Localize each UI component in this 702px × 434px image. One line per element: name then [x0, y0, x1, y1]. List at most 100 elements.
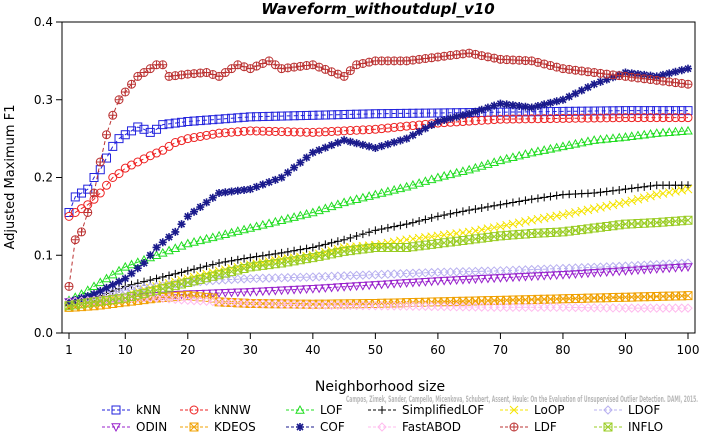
data-point: [684, 181, 692, 190]
data-point: [215, 259, 224, 268]
data-point: [177, 136, 187, 146]
legend-label: KDEOS: [214, 420, 256, 434]
data-point: [527, 103, 536, 112]
data-point: [239, 298, 249, 308]
data-point: [408, 278, 418, 288]
data-point: [158, 293, 168, 304]
data-point: [677, 106, 687, 116]
data-point: [289, 111, 299, 121]
data-point: [558, 302, 568, 313]
data-point: [670, 126, 681, 136]
data-point: [208, 296, 218, 307]
data-point: [233, 186, 242, 195]
legend-item: FastABOD: [368, 420, 461, 434]
data-point: [495, 114, 505, 124]
data-point: [520, 149, 531, 158]
data-point: [633, 130, 643, 140]
data-point: [670, 106, 680, 116]
data-point: [170, 243, 181, 252]
data-point: [201, 233, 212, 243]
data-point: [670, 303, 681, 313]
data-point: [345, 282, 356, 292]
data-point: [401, 181, 412, 191]
data-point: [371, 226, 380, 235]
data-point: [295, 210, 306, 220]
data-point: [608, 113, 618, 123]
data-point: [364, 281, 374, 291]
data-point: [683, 258, 693, 268]
data-point: [683, 303, 693, 313]
data-point: [314, 205, 324, 215]
data-point: [552, 113, 562, 123]
data-point: [521, 196, 530, 205]
data-point: [601, 133, 612, 143]
data-point: [389, 109, 399, 119]
data-point: [326, 300, 337, 310]
data-point: [308, 300, 318, 310]
data-point: [458, 302, 468, 312]
data-point: [252, 252, 261, 261]
data-point: [645, 303, 656, 313]
data-point: [551, 302, 562, 313]
data-point: [289, 272, 299, 283]
data-point: [339, 283, 349, 292]
data-point: [189, 116, 199, 126]
data-point: [183, 212, 192, 221]
data-point: [346, 137, 355, 146]
data-point: [390, 138, 399, 147]
data-point: [664, 303, 674, 313]
data-point: [377, 124, 387, 134]
legend-marker: [509, 405, 519, 415]
data-point: [583, 113, 593, 123]
data-point: [683, 125, 693, 135]
data-point: [533, 272, 543, 281]
data-point: [651, 265, 662, 274]
data-point: [233, 255, 242, 264]
data-point: [545, 271, 556, 281]
data-point: [576, 137, 587, 147]
data-point: [451, 167, 462, 177]
data-point: [427, 120, 436, 129]
data-point: [152, 274, 161, 283]
data-point: [170, 138, 180, 148]
data-point: [171, 269, 180, 278]
data-point: [77, 227, 87, 237]
data-point: [583, 302, 593, 313]
data-point: [633, 106, 643, 116]
data-point: [652, 113, 662, 123]
data-point: [352, 231, 361, 240]
data-point: [658, 127, 668, 137]
data-point: [264, 273, 274, 283]
data-point: [483, 103, 492, 112]
data-point: [164, 294, 174, 304]
x-tick-label: 100: [677, 343, 700, 357]
data-point: [302, 153, 311, 162]
data-point: [664, 113, 674, 123]
series-line: [68, 266, 689, 303]
data-point: [539, 271, 550, 281]
data-point: [558, 113, 568, 123]
data-point: [414, 301, 424, 312]
data-point: [664, 106, 674, 116]
data-point: [314, 127, 324, 137]
data-point: [639, 303, 649, 313]
data-point: [315, 241, 324, 250]
data-point: [152, 243, 161, 252]
data-point: [576, 302, 587, 313]
data-point: [470, 162, 481, 172]
data-point: [270, 216, 281, 226]
data-point: [89, 173, 99, 182]
data-point: [364, 301, 374, 311]
data-point: [152, 148, 162, 158]
legend: kNN kNNW LOF SimplifiedLOF LoOP LDOF ODIN KDEOS…: [102, 403, 663, 434]
data-point: [345, 126, 355, 136]
data-point: [270, 299, 281, 309]
data-point: [264, 218, 274, 228]
data-point: [333, 199, 343, 209]
data-point: [401, 279, 412, 288]
data-point: [283, 247, 292, 256]
data-point: [146, 251, 155, 260]
data-point: [671, 67, 680, 76]
data-point: [445, 302, 456, 312]
data-point: [370, 281, 381, 290]
